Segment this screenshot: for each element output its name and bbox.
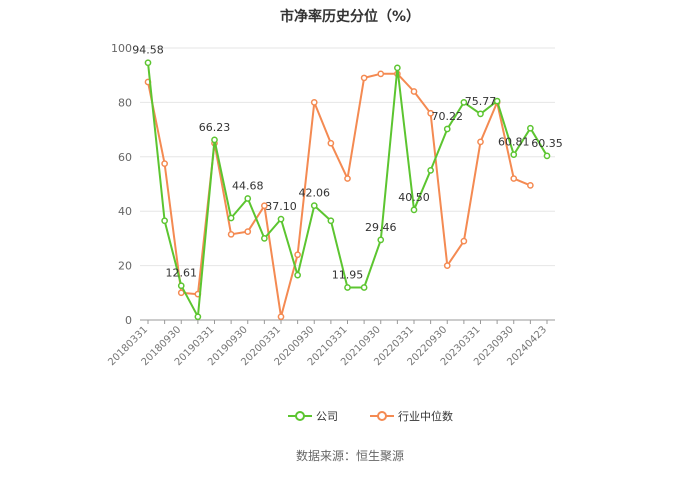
- series-1: [144, 70, 534, 321]
- legend-label: 行业中位数: [398, 409, 453, 423]
- legend-symbol: [370, 411, 394, 421]
- data-point: [194, 313, 202, 321]
- data-label: 12.61: [166, 267, 198, 280]
- data-point: [543, 152, 551, 160]
- data-point: [527, 124, 534, 132]
- data-point: [227, 214, 235, 222]
- data-point: [327, 217, 335, 225]
- data-point: [277, 215, 285, 223]
- data-label: 44.68: [232, 179, 264, 192]
- series-layer: [144, 59, 551, 321]
- data-point: [360, 74, 368, 82]
- data-point: [327, 139, 335, 147]
- data-point: [460, 99, 468, 106]
- data-label: 66.23: [199, 121, 231, 134]
- data-point: [427, 109, 434, 117]
- data-label: 60.81: [498, 136, 530, 149]
- data-point: [227, 230, 235, 238]
- data-point: [294, 251, 301, 259]
- data-point: [427, 167, 434, 174]
- data-point: [410, 88, 418, 95]
- legend-symbol: [288, 411, 312, 421]
- data-point: [493, 97, 501, 105]
- data-point: [527, 182, 534, 189]
- data-label: 11.95: [332, 268, 364, 281]
- data-point: [477, 110, 484, 118]
- y-tick-label: 80: [118, 96, 132, 109]
- data-label: 94.58: [132, 44, 164, 57]
- data-point: [310, 202, 318, 209]
- series-0: [144, 59, 551, 321]
- data-label: 60.35: [531, 137, 563, 150]
- data-point: [477, 138, 484, 146]
- data-point: [443, 125, 451, 133]
- x-axis: 2018033120180930201903312019093020200331…: [106, 319, 555, 368]
- data-point: [410, 206, 418, 214]
- data-point: [377, 70, 385, 78]
- legend-item-0[interactable]: 公司: [288, 410, 338, 423]
- data-point: [460, 237, 468, 245]
- data-point: [377, 236, 385, 244]
- data-label: 42.06: [299, 187, 331, 200]
- data-label: 40.50: [398, 191, 430, 204]
- data-point: [344, 284, 351, 291]
- data-point: [261, 235, 268, 242]
- data-point: [294, 271, 301, 279]
- data-point: [510, 175, 518, 182]
- data-point: [161, 160, 168, 167]
- data-point: [344, 175, 351, 182]
- data-point: [443, 262, 451, 269]
- y-tick-label: 40: [118, 205, 132, 218]
- data-point: [244, 195, 252, 202]
- data-label: 70.22: [432, 110, 464, 123]
- legend-item-1[interactable]: 行业中位数: [370, 409, 453, 423]
- data-point: [310, 99, 318, 106]
- y-tick-label: 20: [118, 260, 132, 273]
- data-label: 29.46: [365, 221, 397, 234]
- y-tick-label: 60: [118, 151, 132, 164]
- data-point: [144, 59, 152, 67]
- data-point: [261, 202, 268, 210]
- legend[interactable]: 公司 行业中位数: [288, 409, 453, 423]
- grid-lines: [140, 47, 555, 267]
- y-tick-label: 100: [111, 42, 132, 55]
- source-text: 数据来源：恒生聚源: [296, 448, 404, 463]
- data-point: [161, 217, 168, 225]
- data-point: [510, 151, 518, 158]
- y-axis: 0 20 40 60 80 100: [111, 42, 132, 327]
- data-point: [277, 313, 285, 321]
- data-point: [177, 282, 185, 290]
- data-point: [211, 136, 218, 144]
- chart-title: 市净率历史分位（%）: [280, 8, 420, 25]
- legend-label: 公司: [316, 410, 338, 423]
- data-point: [360, 284, 368, 291]
- y-tick-label: 0: [125, 314, 132, 327]
- data-point: [177, 289, 185, 297]
- data-point: [394, 64, 401, 72]
- data-point: [244, 228, 252, 235]
- data-label: 37.10: [265, 200, 297, 213]
- data-label: 75.77: [465, 95, 497, 108]
